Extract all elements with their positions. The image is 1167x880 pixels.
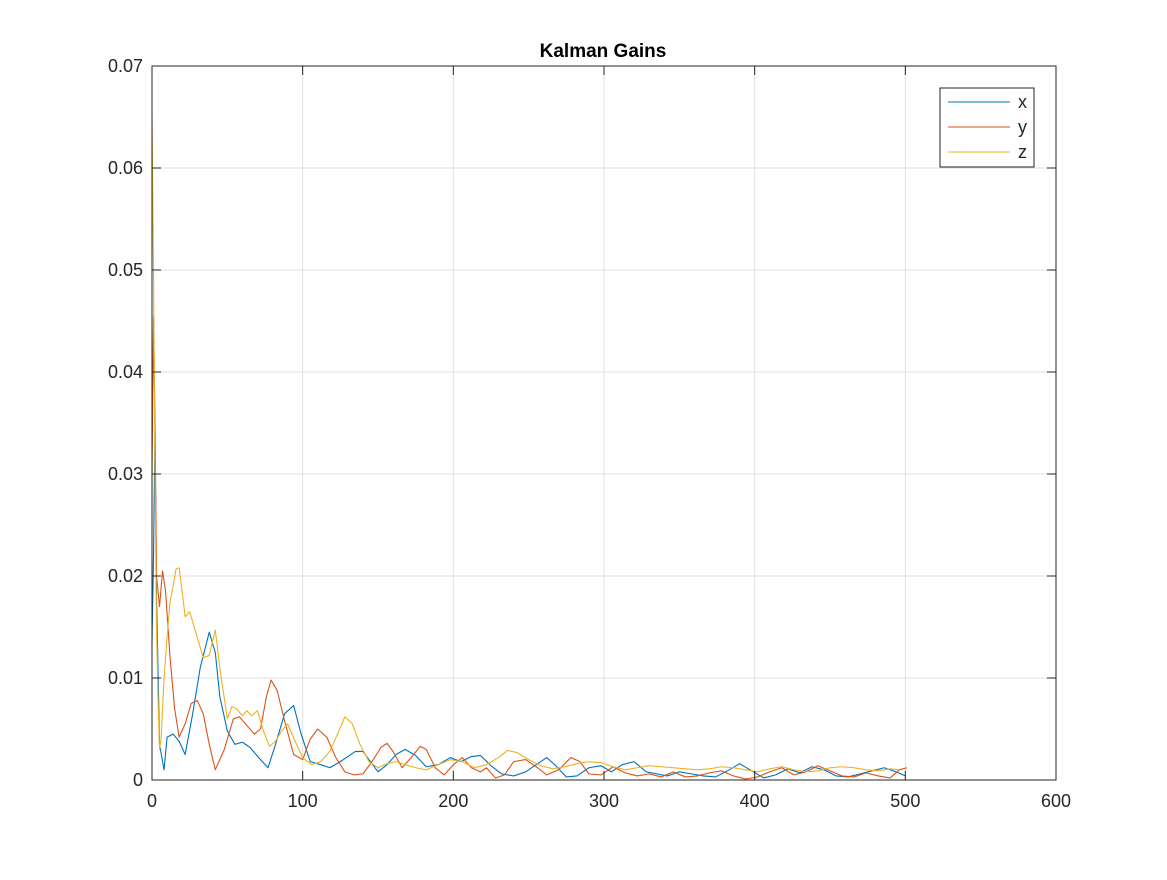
x-tick-label: 0	[147, 791, 157, 811]
x-tick-label: 300	[589, 791, 619, 811]
x-tick-label: 500	[890, 791, 920, 811]
legend: xyz	[939, 87, 1035, 168]
y-tick-label: 0	[133, 770, 143, 790]
axes	[151, 65, 1057, 781]
legend-label-x: x	[1018, 92, 1027, 112]
y-tick-label: 0.06	[108, 158, 143, 178]
x-tick-label: 600	[1041, 791, 1071, 811]
x-tick-label: 200	[438, 791, 468, 811]
tick-labels: 0 100 200 300 400 500 600 0 0.01 0.02 0.03 0.04 0.05…	[108, 56, 1071, 811]
series-line-x	[151, 427, 906, 779]
legend-label-y: y	[1018, 117, 1027, 137]
y-tick-label: 0.07	[108, 56, 143, 76]
legend-label-z: z	[1018, 142, 1027, 162]
series-line-z	[151, 116, 900, 773]
y-tick-label: 0.05	[108, 260, 143, 280]
y-tick-label: 0.03	[108, 464, 143, 484]
y-tick-label: 0.01	[108, 668, 143, 688]
chart-title: Kalman Gains	[540, 41, 667, 62]
series-lines	[151, 116, 907, 780]
grid-lines	[152, 66, 1056, 780]
y-tick-label: 0.02	[108, 566, 143, 586]
series-line-y	[151, 315, 907, 780]
x-tick-label: 400	[740, 791, 770, 811]
x-tick-label: 100	[288, 791, 318, 811]
y-tick-label: 0.04	[108, 362, 143, 382]
